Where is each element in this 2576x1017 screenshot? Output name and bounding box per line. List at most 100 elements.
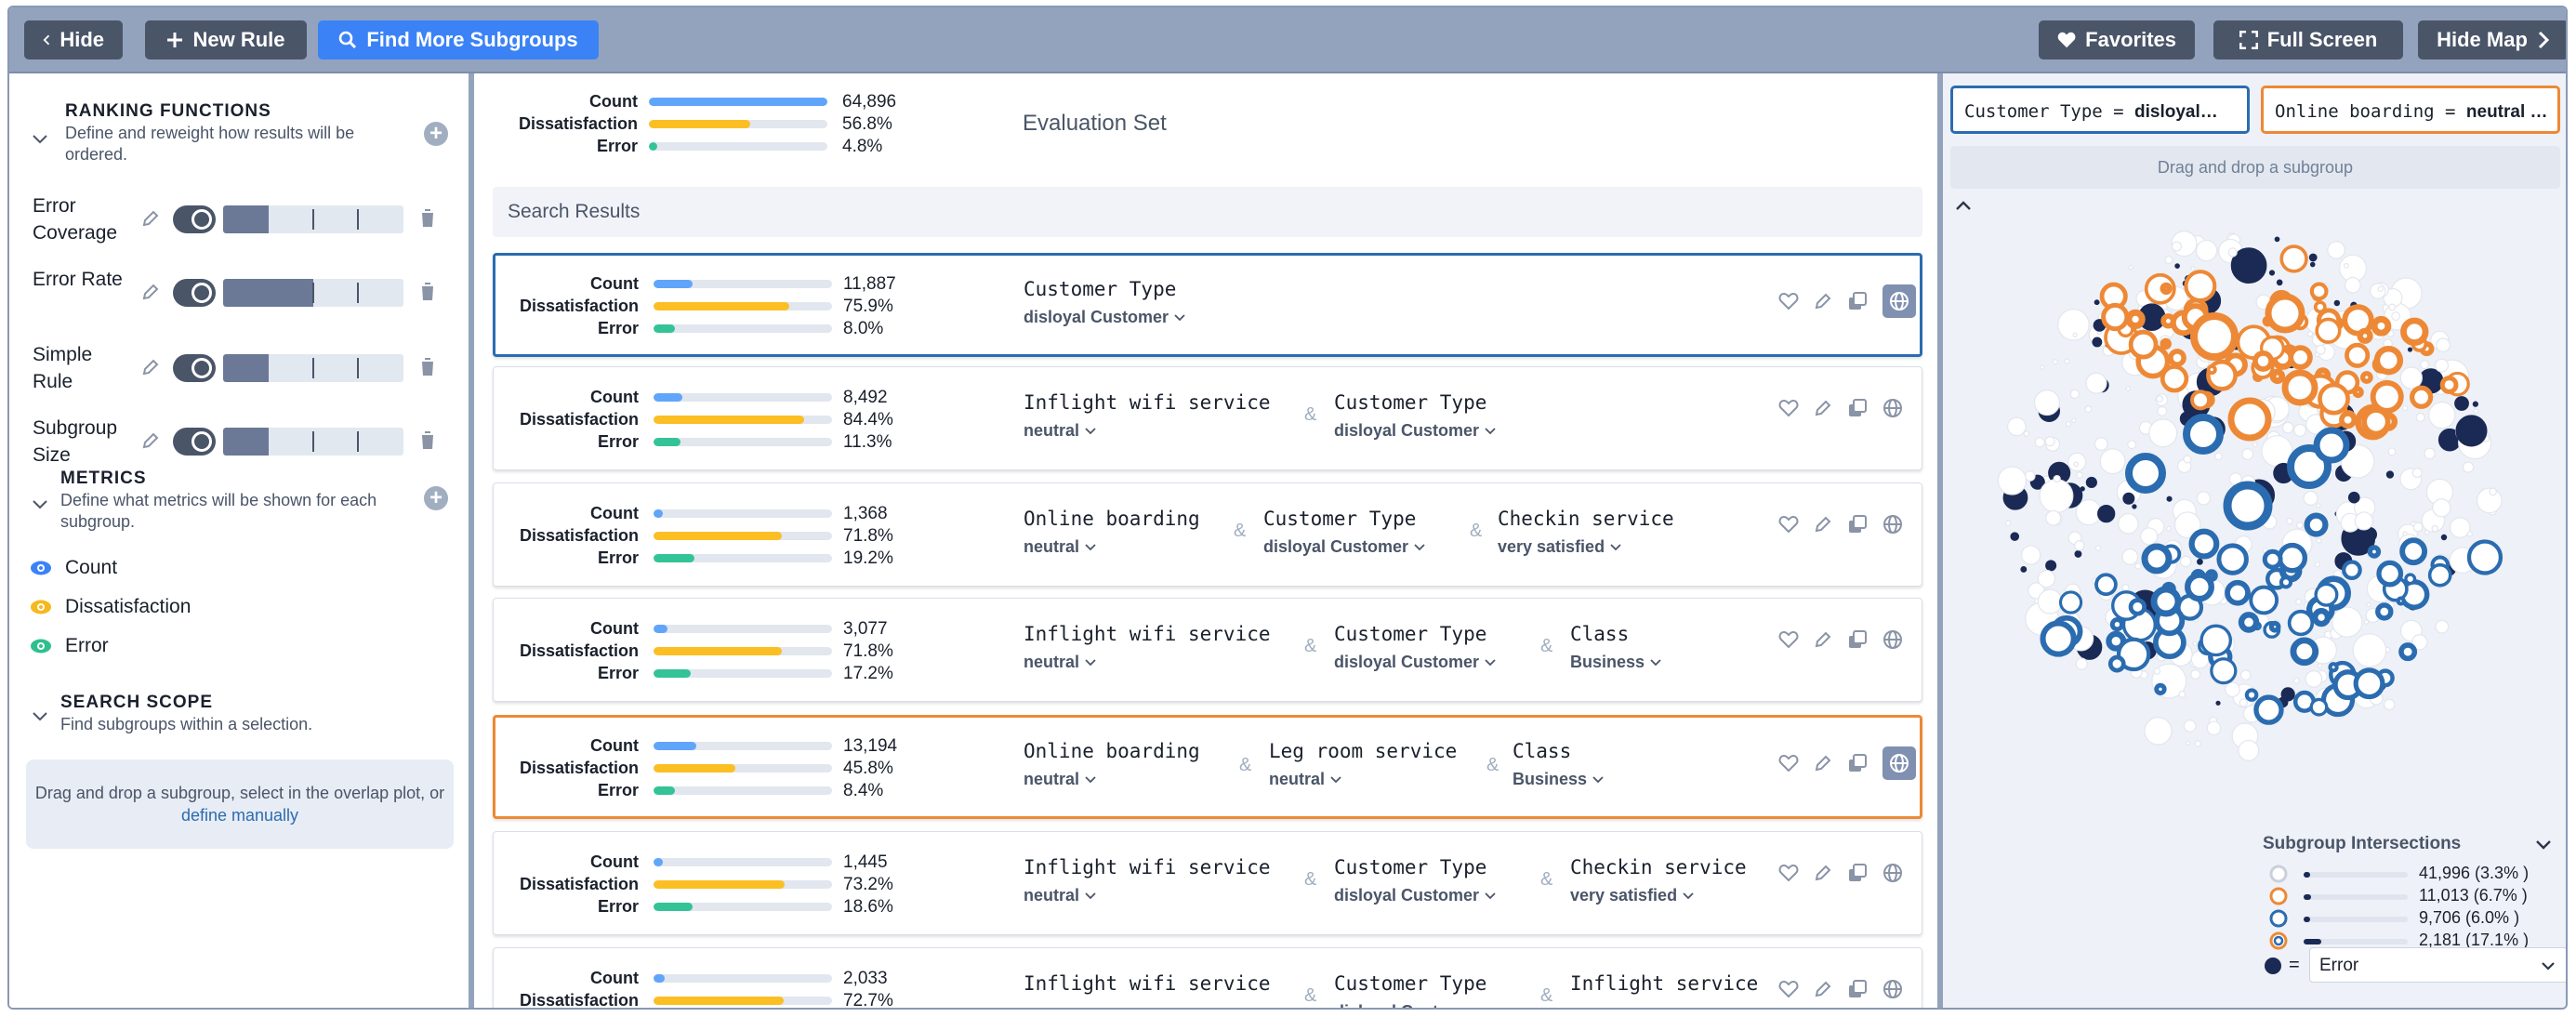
subgroup-bubble[interactable] [2034, 437, 2045, 448]
subgroup-bubble[interactable] [2166, 525, 2172, 532]
subgroup-bubble[interactable] [2045, 509, 2062, 526]
subgroup-bubble[interactable] [2239, 698, 2248, 707]
feature-value-dropdown[interactable]: Business [1570, 653, 1661, 672]
full-screen-button[interactable]: Full Screen [2213, 20, 2403, 59]
orange-subgroup-bubble[interactable] [2361, 407, 2391, 437]
orange-subgroup-bubble[interactable] [2370, 379, 2404, 414]
subgroup-bubble[interactable] [2183, 455, 2192, 464]
blue-subgroup-bubble[interactable] [2277, 542, 2308, 574]
subgroup-bubble[interactable] [2431, 524, 2439, 533]
blue-subgroup-bubble[interactable] [2188, 528, 2220, 560]
metric-item[interactable]: Dissatisfaction [30, 596, 191, 618]
blue-subgroup-bubble[interactable] [2109, 617, 2124, 632]
orange-subgroup-bubble[interactable] [2184, 270, 2217, 303]
subgroup-bubble[interactable] [2065, 420, 2072, 428]
subgroup-bubble[interactable] [2401, 404, 2409, 412]
orange-subgroup-bubble[interactable] [2281, 369, 2318, 406]
subgroup-bubble[interactable] [2286, 517, 2293, 525]
subgroup-bubble[interactable] [2118, 513, 2139, 535]
blue-subgroup-bubble[interactable] [2290, 637, 2319, 667]
edit-ranking-pencil-icon[interactable] [141, 358, 160, 376]
feature-value-dropdown[interactable]: very satisfied [1498, 537, 1674, 557]
subgroup-bubble[interactable] [2206, 720, 2222, 736]
subgroup-bubble[interactable] [2316, 503, 2321, 509]
subgroup-bubble[interactable] [2317, 663, 2323, 668]
subgroup-bubble[interactable] [2352, 633, 2387, 667]
favorites-button[interactable]: Favorites [2039, 20, 2195, 59]
favorite-heart-icon[interactable] [1778, 630, 1799, 649]
subgroup-bubble[interactable] [2230, 247, 2267, 284]
globe-icon[interactable] [1882, 398, 1903, 418]
blue-subgroup-bubble[interactable] [2216, 543, 2249, 575]
blue-subgroup-bubble[interactable] [2287, 609, 2315, 637]
show-on-map-button[interactable] [1882, 746, 1916, 780]
subgroup-bubble[interactable] [2045, 560, 2057, 572]
blue-subgroup-bubble[interactable] [2314, 582, 2339, 607]
orange-subgroup-bubble[interactable] [2160, 337, 2172, 350]
hide-map-button[interactable]: Hide Map [2418, 20, 2566, 59]
orange-subgroup-bubble[interactable] [2227, 397, 2272, 442]
subgroup-bubble[interactable] [2308, 253, 2318, 262]
subgroup-bubble[interactable] [2420, 360, 2430, 370]
trash-icon[interactable] [418, 207, 437, 228]
subgroup-bubble[interactable] [2399, 366, 2423, 390]
subgroup-bubble[interactable] [2072, 332, 2078, 337]
subgroup-bubble[interactable] [2010, 532, 2020, 541]
feature-value-dropdown[interactable]: neutral [1024, 537, 1200, 557]
favorite-heart-icon[interactable] [1778, 864, 1799, 882]
subgroup-bubble[interactable] [2462, 461, 2475, 473]
color-by-select[interactable]: Error [2309, 947, 2566, 983]
blue-subgroup-bubble[interactable] [2225, 579, 2251, 606]
orange-subgroup-bubble[interactable] [2125, 309, 2146, 330]
feature-value-dropdown[interactable]: disloyal Customer [1024, 308, 1185, 327]
subgroup-bubble[interactable] [2435, 619, 2450, 634]
subgroup-bubble[interactable] [2190, 266, 2196, 271]
subgroup-bubble[interactable] [2402, 531, 2408, 536]
subgroup-bubble[interactable] [2134, 562, 2142, 570]
blue-subgroup-bubble[interactable] [2342, 560, 2362, 581]
subgroup-bubble[interactable] [2094, 545, 2102, 551]
subgroup-bubble[interactable] [2073, 461, 2080, 468]
edit-pencil-icon[interactable] [1814, 864, 1832, 882]
subgroup-bubble[interactable] [2455, 415, 2488, 447]
eye-icon[interactable] [30, 599, 52, 615]
subgroup-bubble[interactable] [2315, 344, 2326, 355]
slot-chip-online-boarding[interactable]: Online boarding = neutral … [2261, 86, 2560, 134]
blue-subgroup-bubble[interactable] [2466, 539, 2503, 575]
subgroup-bubble[interactable] [2303, 490, 2318, 506]
result-card[interactable]: Count 11,887 Dissatisfaction 75.9% Error… [493, 253, 1922, 357]
feature-chip[interactable]: Inflight service [1570, 972, 1758, 1002]
chevron-down-icon[interactable] [2534, 838, 2553, 852]
feature-chip[interactable]: Checkin service very satisfied [1570, 856, 1747, 905]
new-rule-button[interactable]: New Rule [145, 20, 307, 59]
subgroup-bubble[interactable] [2140, 527, 2159, 546]
subgroup-bubble[interactable] [2121, 548, 2139, 565]
result-card[interactable]: Count 8,492 Dissatisfaction 84.4% Error … [493, 366, 1922, 470]
blue-subgroup-bubble[interactable] [2353, 667, 2385, 700]
subgroup-bubble[interactable] [2391, 311, 2401, 321]
subgroup-bubble[interactable] [2076, 471, 2083, 479]
blue-subgroup-bubble[interactable] [2040, 620, 2077, 657]
subgroup-bubble[interactable] [2274, 236, 2280, 243]
subgroup-bubble[interactable] [2071, 417, 2077, 423]
subgroup-bubble[interactable] [2005, 520, 2012, 527]
subgroup-bubble[interactable] [2156, 395, 2164, 403]
orange-subgroup-bubble[interactable] [2339, 411, 2358, 429]
feature-chip[interactable]: Inflight wifi service neutral [1024, 856, 1271, 905]
result-card[interactable]: Count 1,368 Dissatisfaction 71.8% Error … [493, 482, 1922, 587]
feature-chip[interactable]: Class Business [1570, 623, 1661, 672]
subgroup-bubble[interactable] [2178, 691, 2186, 698]
subgroup-bubble[interactable] [2449, 517, 2471, 538]
eye-icon[interactable] [30, 560, 52, 576]
subgroup-bubble[interactable] [2316, 537, 2322, 544]
ranking-toggle[interactable] [173, 279, 216, 307]
subgroup-bubble[interactable] [2075, 657, 2088, 670]
subgroup-bubble[interactable] [2069, 389, 2081, 400]
subgroup-bubble[interactable] [2314, 561, 2320, 568]
orange-subgroup-bubble[interactable] [2160, 282, 2173, 296]
globe-icon[interactable] [1882, 979, 1903, 999]
blue-subgroup-bubble[interactable] [2183, 414, 2224, 455]
feature-value-dropdown[interactable]: neutral [1024, 886, 1271, 905]
copy-icon[interactable] [1847, 979, 1868, 999]
subgroup-bubble[interactable] [2276, 279, 2283, 286]
